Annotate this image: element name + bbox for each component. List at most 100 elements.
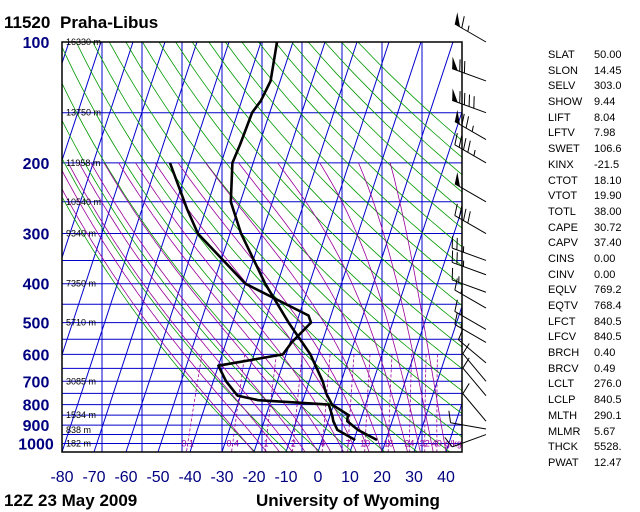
- wind-barb: [452, 88, 487, 114]
- index-row: THCK 5528.: [548, 440, 640, 456]
- dewpoint-profile: [168, 162, 356, 442]
- temperature-tick-label: -80: [50, 469, 73, 486]
- wind-barbs: [444, 12, 487, 448]
- index-row: EQLV 769.2: [548, 283, 640, 299]
- moist-adiabat: [238, 162, 396, 452]
- barb-staff: [454, 215, 487, 234]
- index-row: CINV 0.00: [548, 268, 640, 284]
- moist-adiabats: [62, 162, 447, 452]
- temperature-profile: [229, 42, 378, 442]
- index-value: 30.72: [594, 221, 622, 234]
- pressure-tick-label: 900: [23, 418, 50, 435]
- barb-flag: [448, 410, 452, 423]
- barb-staff: [454, 144, 487, 164]
- index-name: SHOW: [548, 96, 583, 109]
- temperature-tick-label: -30: [210, 469, 233, 486]
- barb-staff: [452, 279, 487, 293]
- index-value: 5.67: [594, 425, 616, 438]
- mixing-ratio-label: 24: [404, 438, 414, 448]
- index-value: 840.5: [594, 331, 622, 344]
- wind-barb: [454, 299, 487, 330]
- index-name: BRCH: [548, 347, 580, 360]
- index-name: PWAT: [548, 456, 579, 469]
- mixing-ratio-label: 4: [320, 438, 325, 448]
- dry-adiabat: [191, 42, 462, 327]
- chart-grid: [0, 41, 462, 452]
- mixing-ratio-label: 2: [291, 438, 296, 448]
- barb-flag: [454, 278, 458, 291]
- moist-adiabat: [135, 162, 344, 452]
- mixing-ratio-label: 32: [420, 438, 430, 448]
- barb-staff: [462, 353, 487, 382]
- dry-adiabat: [142, 42, 462, 392]
- pressure-tick-label: 1000: [18, 436, 54, 453]
- wind-barb: [454, 312, 487, 343]
- index-name: THCK: [548, 441, 578, 454]
- barb-staff: [454, 323, 487, 343]
- index-row: LFCV 840.5: [548, 330, 640, 346]
- wind-barb: [454, 203, 487, 234]
- mixing-ratio-lines: [186, 354, 438, 452]
- data-source: University of Wyoming: [256, 491, 440, 510]
- barb-pennant: [452, 56, 458, 71]
- index-row: SLAT 50.00: [548, 48, 640, 64]
- index-value: 769.2: [594, 284, 622, 297]
- mixing-ratio-label: 10: [360, 438, 370, 448]
- mixing-ratio-line: [387, 354, 393, 452]
- plot-frame: [61, 41, 463, 453]
- barb-flag: [457, 328, 464, 340]
- index-value: 106.6: [594, 143, 622, 156]
- index-name: BRCV: [548, 362, 579, 375]
- index-value: 7.98: [594, 127, 616, 140]
- barb-staff: [452, 99, 487, 114]
- moist-adiabat: [358, 162, 434, 452]
- barb-flag: [462, 208, 467, 221]
- isotherm-line: [62, 42, 166, 357]
- isotherm-line: [0, 42, 5, 452]
- moist-adiabat: [205, 162, 383, 452]
- moist-adiabat: [154, 162, 357, 452]
- mixing-ratio-line: [424, 354, 427, 452]
- index-row: LCLT 276.0: [548, 377, 640, 393]
- index-value: 0.40: [594, 347, 616, 360]
- index-row: CAPV 37.40: [548, 236, 640, 252]
- barb-flag: [461, 113, 465, 126]
- index-name: EQLV: [548, 284, 577, 297]
- mixing-ratio-unit: g/kg: [445, 438, 462, 448]
- isotherm-line: [189, 42, 326, 452]
- pressure-tick-label: 300: [23, 227, 50, 244]
- wind-barb: [462, 357, 487, 396]
- mixing-ratio-line: [292, 354, 303, 452]
- index-row: LFCT 840.5: [548, 315, 640, 331]
- index-name: LFCV: [548, 331, 577, 344]
- index-row: KINX -21.5: [548, 158, 640, 174]
- isotherm-line: [221, 42, 358, 452]
- index-row: BRCV 0.49: [548, 362, 640, 378]
- height-label: 1534 m: [66, 410, 96, 420]
- isotherm-line: [62, 42, 198, 452]
- temperature-tick-label: 0: [314, 469, 323, 486]
- index-name: TOTL: [548, 205, 576, 218]
- index-value: 38.00: [594, 205, 622, 218]
- index-value: 0.49: [594, 362, 616, 375]
- index-name: LIFT: [548, 111, 571, 124]
- barb-flag: [458, 206, 463, 219]
- mixing-ratio-labels: 0.1 0.4 1 2 4 7 10 16 24 32 40 g/kg: [182, 438, 462, 448]
- index-value: 276.0: [594, 378, 622, 391]
- moist-adiabat: [62, 169, 268, 452]
- height-label: 9340 m: [66, 229, 96, 239]
- moist-adiabat: [277, 162, 408, 452]
- mixing-ratio-label: 40: [432, 438, 442, 448]
- barb-half-flag: [467, 25, 470, 32]
- stability-indices: SLAT 50.00 SLON 14.45 SELV 303.0 SHOW 9.44 LIFT 8…: [548, 48, 640, 472]
- dry-adiabat: [175, 42, 462, 348]
- dry-adiabat: [92, 42, 451, 452]
- wind-barb: [451, 267, 487, 293]
- barb-staff: [454, 289, 487, 309]
- wind-barb: [444, 434, 487, 448]
- wind-barb: [454, 133, 487, 164]
- barb-pennant: [452, 88, 458, 103]
- temperature-tick-label: -50: [146, 469, 169, 486]
- temperature-tick-label: 10: [341, 469, 359, 486]
